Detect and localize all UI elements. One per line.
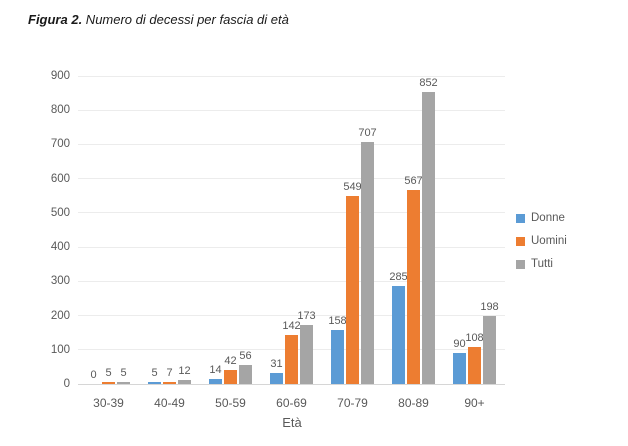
legend-item-tutti: Tutti — [516, 256, 567, 272]
bar-value-label: 173 — [297, 309, 316, 322]
bar-uomini-30-39 — [102, 382, 115, 384]
y-axis-tick-label: 600 — [50, 172, 70, 185]
bar-uomini-40-49 — [163, 381, 176, 384]
y-axis-tick-label: 100 — [50, 343, 70, 356]
x-axis-tick-label: 60-69 — [276, 396, 307, 410]
legend-label-donne: Donne — [531, 212, 565, 224]
gridline — [78, 212, 505, 214]
bar-tutti-30-39 — [117, 382, 130, 384]
legend-swatch-tutti — [516, 259, 525, 269]
bar-value-label: 707 — [358, 127, 377, 140]
bar-value-label: 5 — [120, 367, 127, 380]
bar-donne-40-49 — [148, 382, 161, 384]
bar-value-label: 14 — [209, 364, 222, 377]
figure-caption-number: Figura 2. — [28, 12, 83, 27]
bar-value-label: 567 — [404, 174, 423, 187]
bar-donne-60-69 — [270, 373, 283, 384]
legend-label-tutti: Tutti — [531, 258, 553, 270]
bar-tutti-50-59 — [239, 364, 252, 384]
legend-swatch-uomini — [516, 236, 525, 246]
bar-value-label: 158 — [328, 314, 347, 327]
x-axis-title: Età — [282, 415, 302, 430]
chart-legend: Donne Uomini Tutti — [516, 210, 567, 279]
bar-donne-70-79 — [331, 329, 344, 384]
bar-value-label: 285 — [389, 271, 408, 284]
bar-value-label: 0 — [90, 369, 97, 381]
bar-donne-80-89 — [392, 286, 405, 384]
bar-value-label: 5 — [105, 367, 112, 380]
gridline — [78, 315, 505, 317]
gridline — [78, 246, 505, 248]
bar-value-label: 42 — [224, 354, 237, 367]
bar-value-label: 90 — [453, 338, 466, 351]
x-axis-line — [78, 383, 505, 385]
figure-caption-text: Numero di decessi per fascia di età — [82, 12, 289, 27]
x-axis-tick-label: 30-39 — [93, 396, 124, 410]
bar-uomini-90+ — [468, 347, 481, 384]
bar-value-label: 56 — [239, 349, 252, 362]
y-axis-tick-label: 300 — [50, 275, 70, 288]
bar-uomini-50-59 — [224, 369, 237, 384]
legend-item-donne: Donne — [516, 210, 567, 226]
bar-value-label: 12 — [178, 364, 191, 377]
bar-tutti-90+ — [483, 316, 496, 384]
bar-value-label: 198 — [480, 301, 499, 314]
bar-value-label: 31 — [270, 358, 283, 371]
bar-uomini-70-79 — [346, 196, 359, 384]
gridline — [78, 280, 505, 282]
bar-tutti-70-79 — [361, 142, 374, 384]
x-axis-tick-label: 80-89 — [398, 396, 429, 410]
x-axis-tick-label: 40-49 — [154, 396, 185, 410]
y-axis-tick-label: 500 — [50, 206, 70, 219]
bar-value-label: 142 — [282, 320, 301, 333]
legend-swatch-donne — [516, 213, 525, 223]
y-axis-tick-label: 700 — [50, 138, 70, 151]
bar-value-label: 7 — [166, 366, 173, 379]
figure-caption: Figura 2. Numero di decessi per fascia d… — [28, 12, 289, 27]
bar-donne-90+ — [453, 353, 466, 384]
bar-donne-50-59 — [209, 379, 222, 384]
gridline — [78, 178, 505, 180]
x-axis-tick-label: 90+ — [464, 396, 485, 410]
gridline — [78, 75, 505, 77]
bar-tutti-80-89 — [422, 92, 435, 384]
y-axis-tick-label: 900 — [50, 70, 70, 82]
bar-uomini-80-89 — [407, 189, 420, 384]
bar-tutti-40-49 — [178, 379, 191, 384]
y-axis-tick-label: 400 — [50, 241, 70, 254]
x-axis-tick-label: 50-59 — [215, 396, 246, 410]
bar-value-label: 549 — [343, 181, 362, 194]
y-axis-tick-label: 800 — [50, 104, 70, 117]
legend-label-uomini: Uomini — [531, 235, 567, 247]
gridline — [78, 109, 505, 111]
bar-value-label: 852 — [419, 77, 438, 90]
bar-value-label: 108 — [465, 332, 484, 345]
y-axis-tick-label: 0 — [63, 378, 70, 390]
bar-value-label: 5 — [151, 367, 158, 380]
legend-item-uomini: Uomini — [516, 233, 567, 249]
bar-tutti-60-69 — [300, 324, 313, 384]
x-axis-tick-label: 70-79 — [337, 396, 368, 410]
bar-uomini-60-69 — [285, 335, 298, 384]
y-axis-tick-label: 200 — [50, 309, 70, 322]
gridline — [78, 143, 505, 145]
